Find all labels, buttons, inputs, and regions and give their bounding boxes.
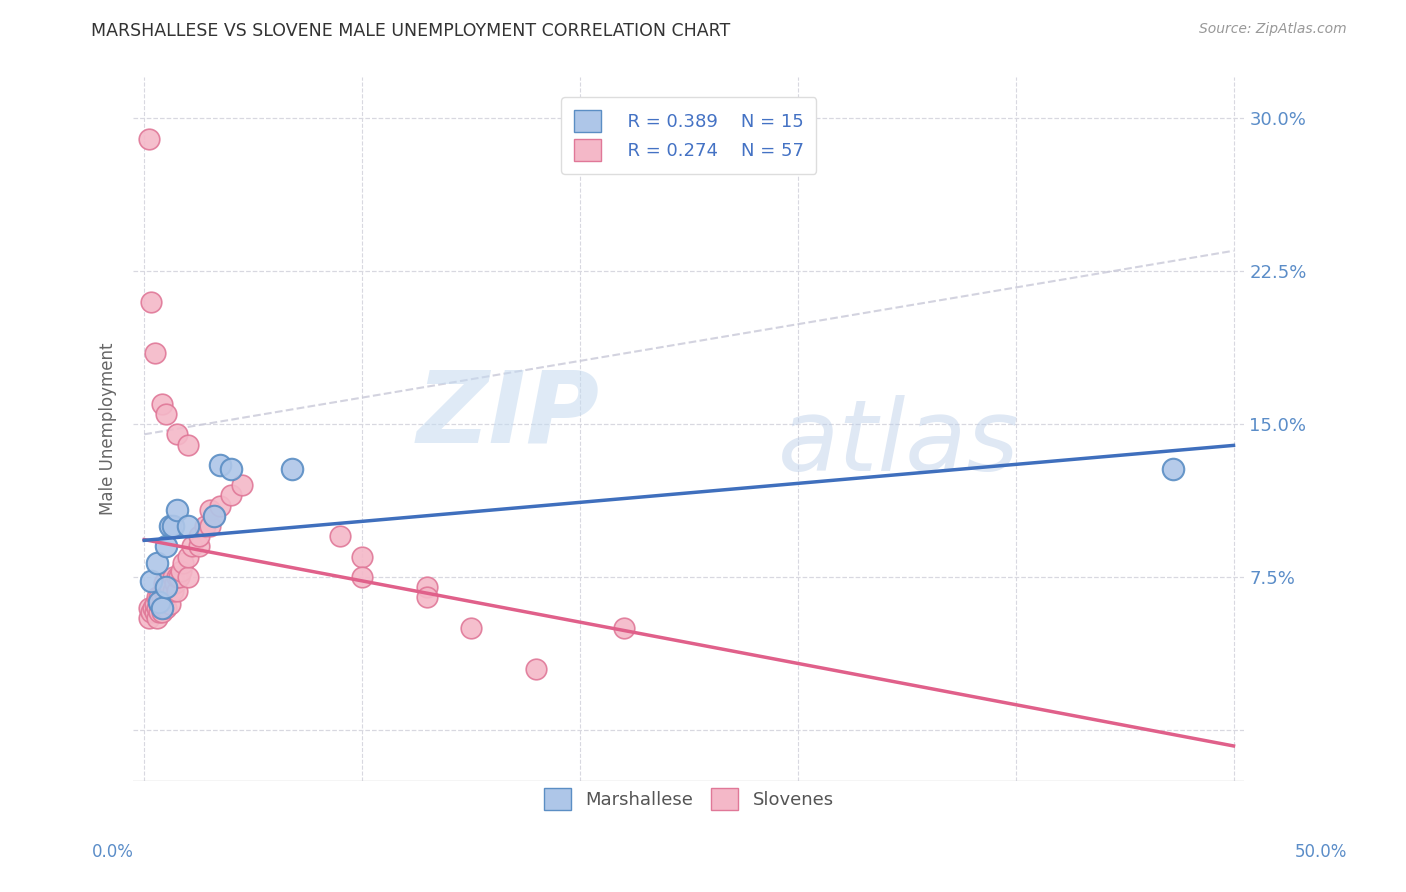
Point — [139, 605, 162, 619]
Point — [155, 580, 177, 594]
Point — [159, 519, 181, 533]
Point — [1161, 462, 1184, 476]
Point — [150, 397, 173, 411]
Point — [198, 502, 221, 516]
Point — [460, 621, 482, 635]
Point — [162, 584, 184, 599]
Point — [153, 576, 176, 591]
Point — [177, 570, 200, 584]
Point — [146, 556, 169, 570]
Point — [231, 478, 253, 492]
Point — [221, 462, 243, 476]
Point — [162, 519, 184, 533]
Point — [146, 611, 169, 625]
Point — [155, 580, 177, 594]
Point — [202, 508, 225, 523]
Point — [159, 597, 181, 611]
Point — [202, 508, 225, 523]
Point — [148, 605, 170, 619]
Point — [281, 462, 304, 476]
Point — [162, 570, 184, 584]
Point — [166, 427, 188, 442]
Text: ZIP: ZIP — [418, 367, 600, 464]
Point — [416, 591, 439, 605]
Text: 0.0%: 0.0% — [91, 843, 134, 861]
Point — [352, 549, 374, 564]
Point — [194, 519, 217, 533]
Point — [138, 600, 160, 615]
Point — [143, 345, 166, 359]
Point — [177, 437, 200, 451]
Text: 50.0%: 50.0% — [1295, 843, 1347, 861]
Text: atlas: atlas — [778, 395, 1019, 491]
Point — [139, 574, 162, 589]
Point — [612, 621, 634, 635]
Point — [187, 529, 209, 543]
Point — [187, 540, 209, 554]
Point — [139, 294, 162, 309]
Text: MARSHALLESE VS SLOVENE MALE UNEMPLOYMENT CORRELATION CHART: MARSHALLESE VS SLOVENE MALE UNEMPLOYMENT… — [91, 22, 731, 40]
Point — [163, 576, 186, 591]
Point — [150, 600, 173, 615]
Point — [159, 580, 181, 594]
Point — [416, 580, 439, 594]
Point — [166, 502, 188, 516]
Point — [138, 611, 160, 625]
Point — [150, 605, 173, 619]
Point — [524, 662, 547, 676]
Point — [148, 597, 170, 611]
Point — [172, 556, 194, 570]
Point — [170, 564, 193, 578]
Point — [209, 458, 232, 472]
Point — [221, 488, 243, 502]
Point — [155, 540, 177, 554]
Point — [155, 407, 177, 421]
Point — [150, 591, 173, 605]
Text: Source: ZipAtlas.com: Source: ZipAtlas.com — [1199, 22, 1347, 37]
Point — [167, 570, 190, 584]
Point — [209, 499, 232, 513]
Point — [166, 570, 188, 584]
Point — [181, 540, 204, 554]
Y-axis label: Male Unemployment: Male Unemployment — [100, 343, 117, 516]
Point — [166, 584, 188, 599]
Point — [153, 584, 176, 599]
Point — [155, 591, 177, 605]
Point — [198, 519, 221, 533]
Point — [177, 549, 200, 564]
Legend: Marshallese, Slovenes: Marshallese, Slovenes — [530, 774, 848, 825]
Point — [329, 529, 352, 543]
Point — [142, 600, 165, 615]
Point — [148, 594, 170, 608]
Point — [146, 591, 169, 605]
Point — [138, 131, 160, 145]
Point — [146, 600, 169, 615]
Point — [143, 605, 166, 619]
Point — [153, 600, 176, 615]
Point — [352, 570, 374, 584]
Point — [177, 519, 200, 533]
Point — [148, 591, 170, 605]
Point — [143, 597, 166, 611]
Point — [155, 600, 177, 615]
